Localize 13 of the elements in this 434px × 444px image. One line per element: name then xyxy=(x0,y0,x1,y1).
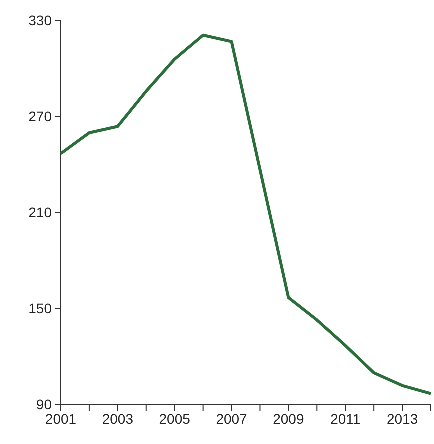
y-tick-label: 150 xyxy=(28,300,52,316)
x-tick-label: 2003 xyxy=(102,410,134,427)
x-tick-label: 2013 xyxy=(386,410,418,427)
y-tick-label: 90 xyxy=(36,396,52,412)
x-tick-label: 2009 xyxy=(273,410,304,427)
y-tick-label: 270 xyxy=(28,108,52,124)
x-tick-label: 2005 xyxy=(159,410,191,427)
x-tick-label: 2001 xyxy=(45,410,77,427)
x-tick-label: 2007 xyxy=(216,410,248,427)
y-tick-label: 210 xyxy=(28,204,52,220)
y-tick-label: 330 xyxy=(28,12,52,28)
x-tick-label: 2011 xyxy=(330,410,361,427)
line-series xyxy=(60,34,432,396)
